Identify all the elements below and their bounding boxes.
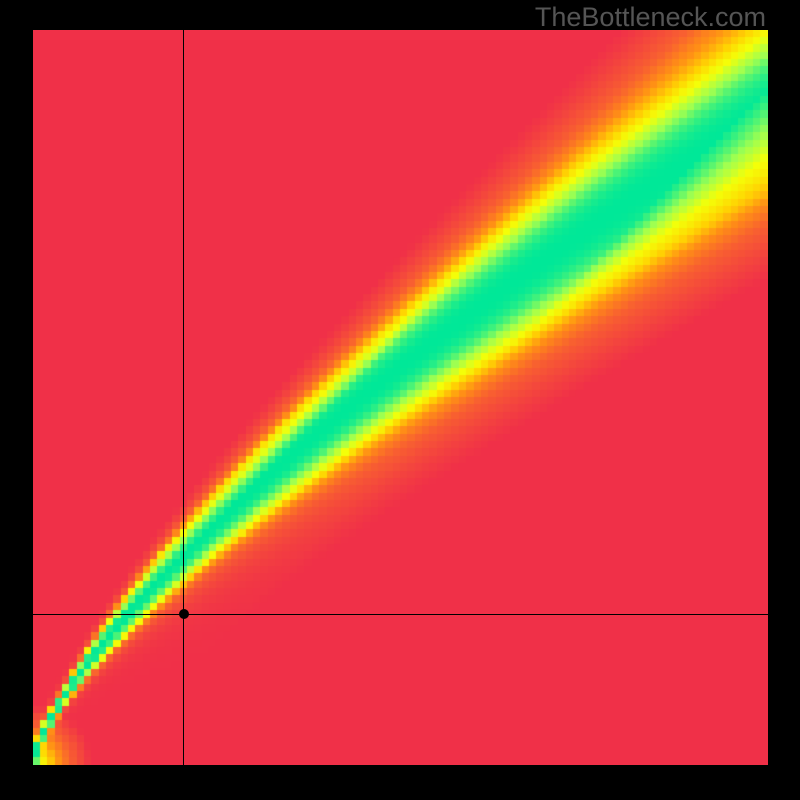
crosshair-horizontal (33, 614, 768, 615)
watermark-text: TheBottleneck.com (535, 2, 766, 33)
crosshair-marker (179, 609, 189, 619)
crosshair-vertical (183, 30, 184, 765)
bottleneck-heatmap (33, 30, 768, 765)
